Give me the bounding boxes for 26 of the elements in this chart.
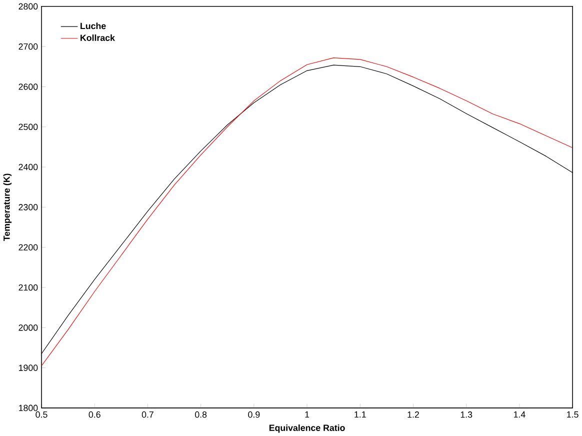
x-tick-label: 0.7 bbox=[142, 411, 154, 418]
y-tick-label: 2300 bbox=[18, 204, 38, 210]
x-tick-label: 1.3 bbox=[460, 411, 472, 418]
x-tick-label: 0.9 bbox=[248, 411, 260, 418]
x-tick-label: 1.1 bbox=[354, 411, 366, 418]
x-tick-label: 1 bbox=[305, 411, 310, 418]
legend-label: Kollrack bbox=[80, 34, 115, 41]
x-tick-label: 0.5 bbox=[36, 411, 48, 418]
y-tick-label: 1900 bbox=[18, 364, 38, 371]
y-tick-label: 1800 bbox=[18, 404, 38, 412]
legend-label: Luche bbox=[80, 22, 106, 30]
x-tick-label: 1.2 bbox=[408, 411, 419, 418]
x-axis-title: Equivalence Ratio bbox=[269, 424, 345, 433]
y-tick-label: 2000 bbox=[18, 324, 38, 331]
y-tick-label: 2200 bbox=[18, 244, 38, 250]
x-tick-label: 1.4 bbox=[514, 411, 526, 418]
y-tick-label: 2500 bbox=[18, 124, 38, 130]
y-tick-label: 2600 bbox=[18, 84, 38, 90]
x-tick-label: 0.8 bbox=[195, 411, 207, 418]
x-tick-label: 0.6 bbox=[88, 411, 100, 418]
x-tick-label: 1.5 bbox=[567, 411, 578, 418]
y-tick-label: 2700 bbox=[18, 43, 38, 50]
y-axis-title: Temperature (K) bbox=[3, 174, 12, 241]
y-tick-label: 2400 bbox=[18, 164, 38, 170]
y-tick-label: 2100 bbox=[18, 284, 38, 291]
y-tick-label: 2800 bbox=[18, 3, 38, 10]
